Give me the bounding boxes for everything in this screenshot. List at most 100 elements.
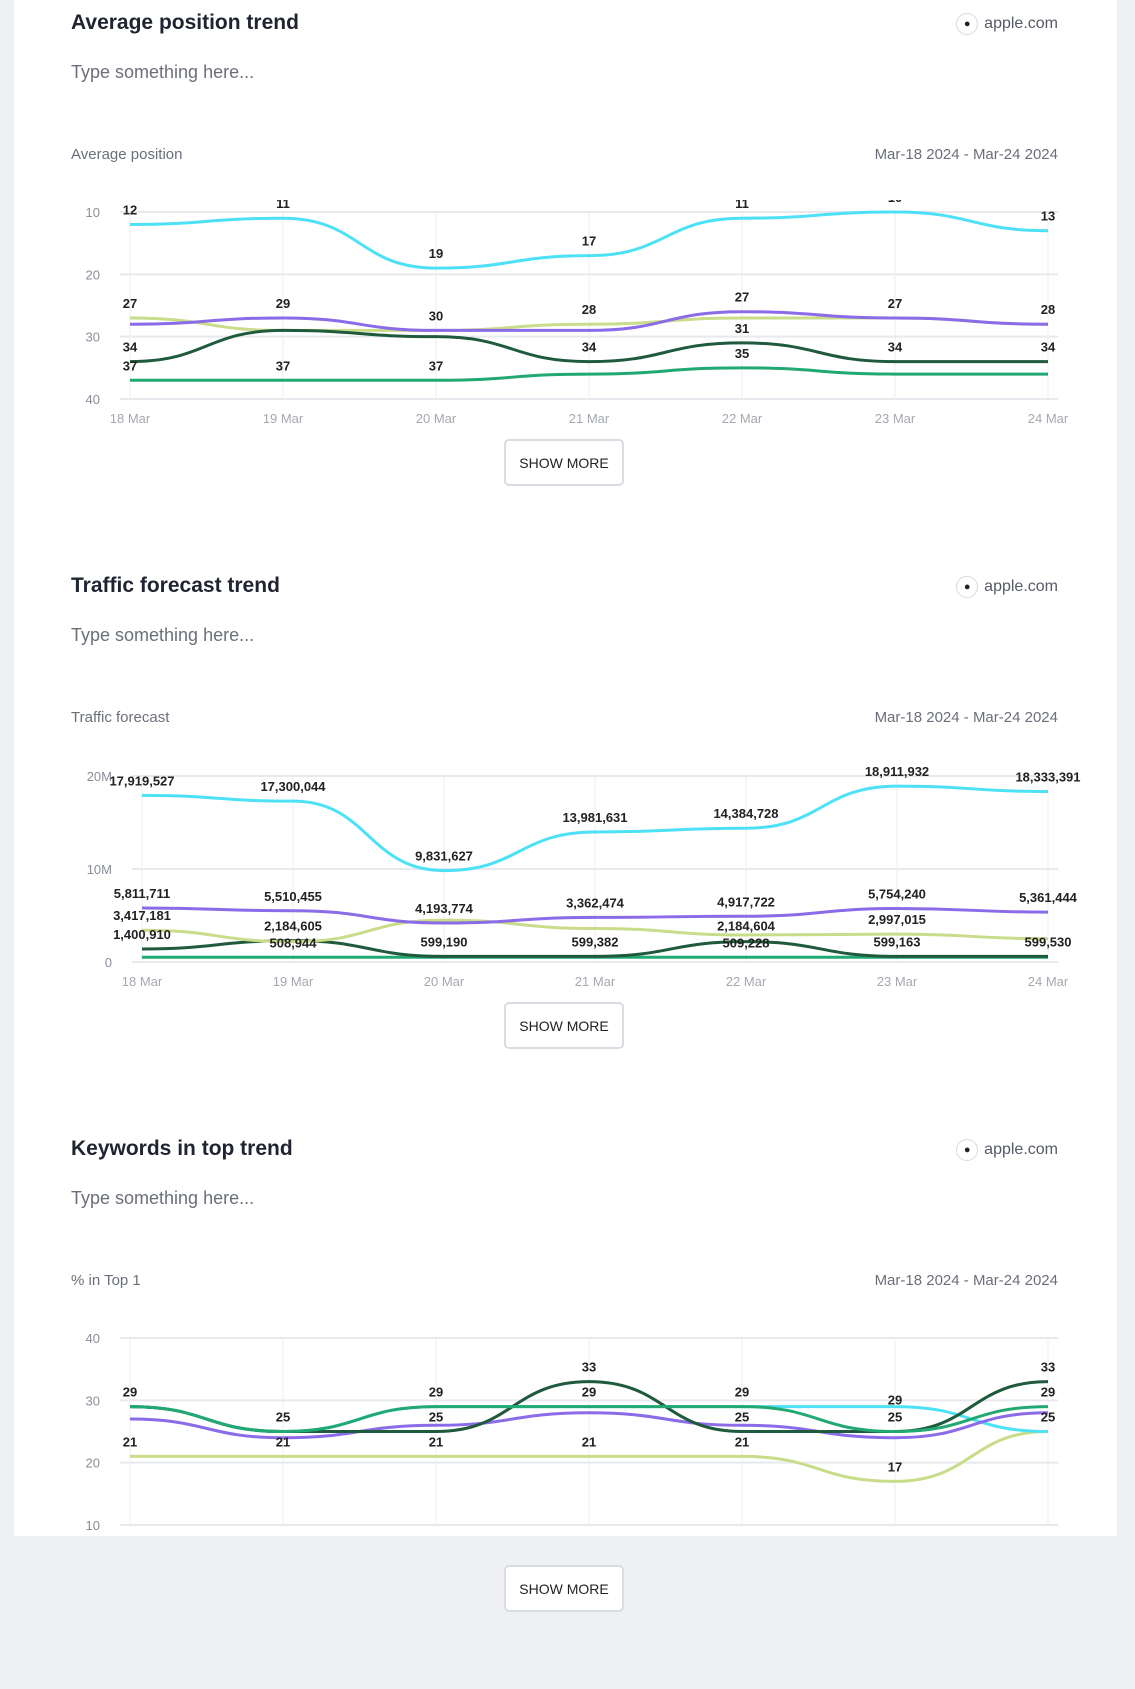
data-label: 29 xyxy=(1041,1385,1055,1400)
section-title: Keywords in top trend xyxy=(71,1137,293,1161)
data-label: 21 xyxy=(276,1434,290,1449)
data-label: 29 xyxy=(582,1385,596,1400)
y-tick-label: 10 xyxy=(86,205,100,220)
x-tick-label: 19 Mar xyxy=(273,974,314,989)
data-label: 5,361,444 xyxy=(1019,890,1078,905)
y-tick-label: 30 xyxy=(86,330,100,345)
x-tick-label: 24 Mar xyxy=(1028,974,1069,989)
data-label: 29 xyxy=(276,296,290,311)
data-label: 599,530 xyxy=(1025,934,1072,949)
domain-badge: ● apple.com xyxy=(956,1139,1058,1161)
show-more-button[interactable]: SHOW MORE xyxy=(504,439,624,486)
data-label: 33 xyxy=(1041,1360,1055,1375)
trend-section: Average position trend ● apple.com Type … xyxy=(0,0,1135,563)
domain-badge: ● apple.com xyxy=(956,13,1058,35)
x-tick-label: 22 Mar xyxy=(726,974,767,989)
chart-label: Traffic forecast xyxy=(71,709,169,726)
data-label: 18,911,932 xyxy=(865,764,929,779)
data-label: 25 xyxy=(429,1410,443,1425)
data-label: 599,190 xyxy=(421,934,468,949)
note-input[interactable]: Type something here... xyxy=(71,625,254,646)
data-label: 4,193,774 xyxy=(415,901,474,916)
data-label: 4,917,722 xyxy=(717,894,775,909)
data-label: 11 xyxy=(735,200,749,211)
data-label: 37 xyxy=(276,358,290,373)
data-label: 13 xyxy=(1041,209,1055,224)
y-tick-label: 10M xyxy=(87,862,112,877)
data-label: 31 xyxy=(735,321,749,336)
x-tick-label: 23 Mar xyxy=(877,974,918,989)
data-label: 28 xyxy=(1041,302,1055,317)
data-label: 37 xyxy=(429,358,443,373)
data-label: 29 xyxy=(735,1385,749,1400)
data-label: 17 xyxy=(582,234,596,249)
x-tick-label: 18 Mar xyxy=(122,974,163,989)
data-label: 37 xyxy=(123,358,137,373)
date-range: Mar-18 2024 - Mar-24 2024 xyxy=(875,146,1058,163)
data-label: 2,997,015 xyxy=(868,912,926,927)
x-tick-label: 24 Mar xyxy=(1028,411,1069,426)
data-label: 509,228 xyxy=(723,935,770,950)
show-more-button[interactable]: SHOW MORE xyxy=(504,1565,624,1612)
data-label: 34 xyxy=(888,340,903,355)
y-tick-label: 30 xyxy=(86,1393,100,1408)
x-tick-label: 21 Mar xyxy=(575,974,616,989)
data-label: 9,831,627 xyxy=(415,849,473,864)
apple-logo-icon: ● xyxy=(956,1139,978,1161)
trend-section: Keywords in top trend ● apple.com Type s… xyxy=(0,1126,1135,1689)
y-tick-label: 20M xyxy=(87,769,112,784)
data-label: 34 xyxy=(1041,340,1056,355)
data-label: 3,417,181 xyxy=(113,908,171,923)
x-tick-label: 23 Mar xyxy=(875,411,916,426)
data-label: 2,184,604 xyxy=(717,918,776,933)
note-input[interactable]: Type something here... xyxy=(71,62,254,83)
data-label: 508,944 xyxy=(270,935,318,950)
data-label: 5,754,240 xyxy=(868,886,926,901)
data-label: 10 xyxy=(888,200,902,205)
date-range: Mar-18 2024 - Mar-24 2024 xyxy=(875,709,1058,726)
data-label: 30 xyxy=(429,308,443,323)
data-label: 27 xyxy=(735,290,749,305)
data-label: 29 xyxy=(429,1385,443,1400)
y-tick-label: 10 xyxy=(86,1518,100,1533)
data-label: 21 xyxy=(582,1434,596,1449)
section-title: Average position trend xyxy=(71,11,299,35)
domain-label: apple.com xyxy=(984,578,1058,596)
data-label: 25 xyxy=(888,1410,902,1425)
data-label: 25 xyxy=(1041,1410,1055,1425)
data-label: 2,184,605 xyxy=(264,918,322,933)
x-tick-label: 18 Mar xyxy=(110,411,151,426)
data-label: 599,382 xyxy=(572,934,619,949)
x-tick-label: 19 Mar xyxy=(263,411,304,426)
data-label: 21 xyxy=(735,1434,749,1449)
date-range: Mar-18 2024 - Mar-24 2024 xyxy=(875,1272,1058,1289)
y-tick-label: 20 xyxy=(86,267,100,282)
data-label: 25 xyxy=(276,1410,290,1425)
show-more-button[interactable]: SHOW MORE xyxy=(504,1002,624,1049)
apple-logo-icon: ● xyxy=(956,13,978,35)
domain-label: apple.com xyxy=(984,15,1058,33)
data-label: 19 xyxy=(429,246,443,261)
y-tick-label: 20 xyxy=(86,1456,100,1471)
data-label: 17 xyxy=(888,1459,902,1474)
data-label: 34 xyxy=(123,340,138,355)
data-label: 13,981,631 xyxy=(562,810,627,825)
y-tick-label: 0 xyxy=(105,955,112,970)
data-label: 21 xyxy=(429,1434,443,1449)
data-label: 12 xyxy=(123,202,137,217)
data-label: 33 xyxy=(582,1360,596,1375)
note-input[interactable]: Type something here... xyxy=(71,1188,254,1209)
data-label: 14,384,728 xyxy=(713,806,778,821)
domain-badge: ● apple.com xyxy=(956,576,1058,598)
data-label: 3,362,474 xyxy=(566,895,625,910)
data-label: 28 xyxy=(582,302,596,317)
data-label: 25 xyxy=(735,1410,749,1425)
chart-label: Average position xyxy=(71,146,182,163)
y-tick-label: 40 xyxy=(86,392,100,407)
data-label: 17,300,044 xyxy=(260,779,326,794)
data-label: 18,333,391 xyxy=(1015,769,1080,784)
data-label: 1,400,910 xyxy=(113,927,171,942)
